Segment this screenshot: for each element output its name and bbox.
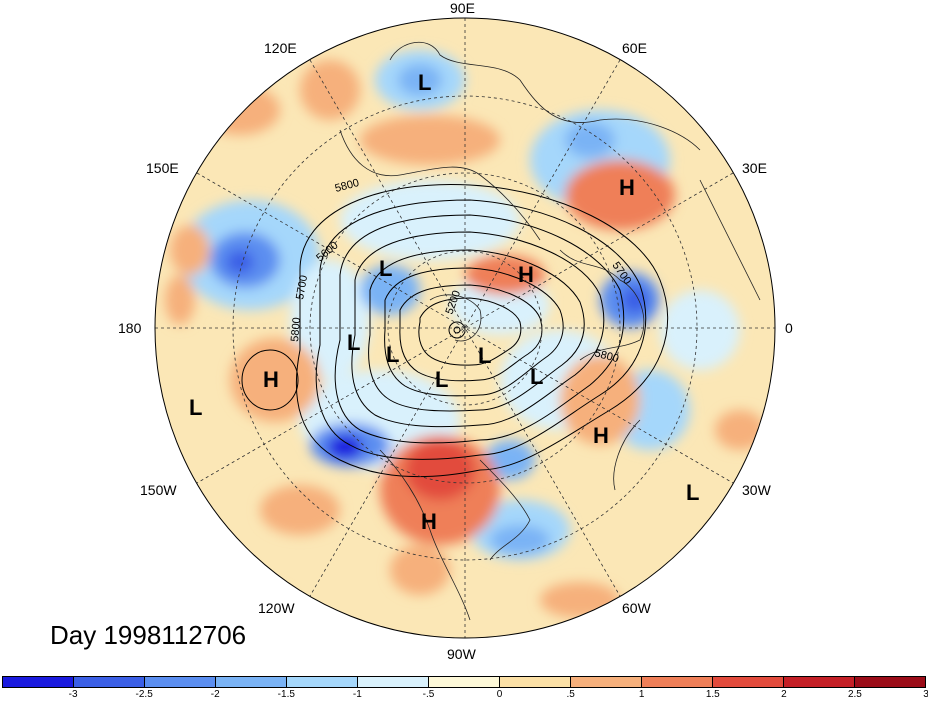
low-center: L xyxy=(386,342,399,367)
lon-label-150w: 150W xyxy=(140,482,177,498)
colorbar-segment xyxy=(500,677,571,687)
colorbar-segment xyxy=(642,677,713,687)
colorbar-segment xyxy=(571,677,642,687)
lon-label-150e: 150E xyxy=(146,160,179,176)
colorbar-tick-label: -2 xyxy=(210,689,220,700)
colorbar xyxy=(2,676,926,688)
colorbar-tick-label: -3 xyxy=(68,689,78,700)
lon-label-60e: 60E xyxy=(622,40,647,56)
low-center: L xyxy=(189,395,202,420)
contour-label-5800-b: 5800 xyxy=(289,317,303,342)
low-center: L xyxy=(379,256,392,281)
colorbar-segment xyxy=(713,677,784,687)
lon-label-120w: 120W xyxy=(258,600,295,616)
colorbar-segment xyxy=(3,677,74,687)
lon-label-90w: 90W xyxy=(447,646,477,662)
lon-label-30e: 30E xyxy=(742,160,767,176)
colorbar-segment xyxy=(216,677,287,687)
lon-label-30w: 30W xyxy=(742,482,772,498)
colorbar-tick-label: -.5 xyxy=(422,689,435,700)
longitude-labels: 90E 60E 30E 0 30W 60W 90W 120W 150W 180 … xyxy=(118,0,793,662)
height-contours xyxy=(241,183,669,478)
colorbar-segment xyxy=(287,677,358,687)
lon-label-0: 0 xyxy=(785,320,793,336)
high-center: H xyxy=(518,262,534,287)
low-center: L xyxy=(530,364,543,389)
high-center: H xyxy=(421,509,437,534)
colorbar-tick-label: -1 xyxy=(352,689,362,700)
colorbar-segment xyxy=(784,677,855,687)
lon-label-120e: 120E xyxy=(264,40,297,56)
colorbar-segment xyxy=(358,677,429,687)
high-center: H xyxy=(593,423,609,448)
map-title: Day 1998112706 xyxy=(50,620,247,650)
colorbar-tick-label: 2 xyxy=(781,689,787,700)
lon-label-60w: 60W xyxy=(622,600,652,616)
colorbar-tick-label: 2.5 xyxy=(847,689,862,700)
colorbar-segment xyxy=(145,677,216,687)
low-center: L xyxy=(686,480,699,505)
low-center: L xyxy=(418,70,431,95)
colorbar-tick-label: 3 xyxy=(923,689,928,700)
colorbar-tick-label: 0 xyxy=(496,689,503,700)
colorbar-segment xyxy=(74,677,145,687)
graticule xyxy=(155,18,775,638)
pressure-centers: L H L H L L L L L L H L H L H H xyxy=(189,70,699,534)
coastlines xyxy=(339,41,761,621)
low-center: L xyxy=(347,330,360,355)
map-boundary xyxy=(154,17,776,639)
colorbar-segment xyxy=(855,677,925,687)
lon-label-180: 180 xyxy=(118,320,142,336)
low-center: L xyxy=(478,343,491,368)
high-center: H xyxy=(263,367,279,392)
colorbar-tick-label: 1.5 xyxy=(705,689,720,700)
lon-label-90e: 90E xyxy=(450,0,475,16)
anomaly-shading xyxy=(155,18,775,638)
colorbar-tick-labels: -3 -2.5 -2 -1.5 -1 -.5 0 .5 1 1.5 2 2.5 3 xyxy=(2,689,928,701)
contour-label-5700-a: 5700 xyxy=(294,274,310,300)
low-center: L xyxy=(435,367,448,392)
colorbar-tick-label: -2.5 xyxy=(135,689,153,700)
colorbar-tick-label: 1 xyxy=(638,689,645,700)
colorbar-segment xyxy=(429,677,500,687)
colorbar-tick-label: -1.5 xyxy=(277,689,295,700)
high-center: H xyxy=(619,175,635,200)
colorbar-tick-label: .5 xyxy=(566,689,575,700)
